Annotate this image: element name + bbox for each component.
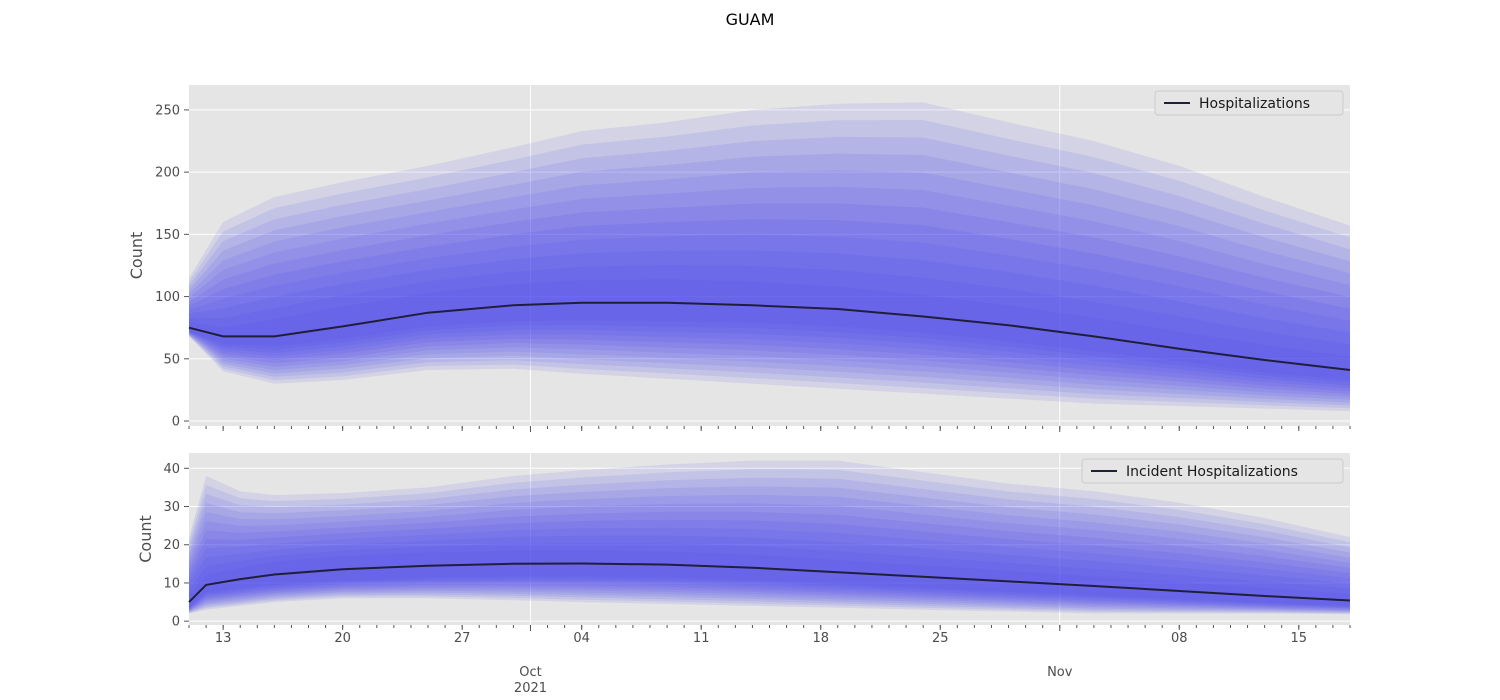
median-line [188,301,1351,371]
quantile-band [189,519,1350,610]
quantile-band [189,542,1350,609]
quantile-band [189,170,1350,400]
quantile-band [189,486,1350,612]
y-tick-label: 250 [155,103,180,118]
y-tick-label: 30 [163,500,180,515]
quantile-band [189,234,1350,389]
x-tick-label: 04 [573,631,590,646]
x-major-tick-label: Nov [1047,665,1073,680]
quantile-band [189,511,1350,611]
panel-2: 0 10 20 30 40 Count Incident Hospitalizations [136,453,1351,631]
quantile-band [189,186,1350,397]
x-tick-label: 13 [215,631,232,646]
plot-background [189,85,1350,426]
y-tick-label: 50 [163,352,180,367]
y-tick-label: 40 [163,462,180,477]
x-tick-label: 08 [1171,631,1188,646]
legend-label: Incident Hospitalizations [1126,464,1298,480]
x-tick-label: 20 [334,631,351,646]
y-axis-label: Count [136,515,155,563]
quantile-band [189,153,1350,403]
y-tick-label: 20 [163,538,180,553]
legend: Incident Hospitalizations [1081,458,1344,484]
x-tick-label: 15 [1291,631,1308,646]
quantile-band [189,460,1350,615]
quantile-band [189,136,1350,406]
quantile-band [189,477,1350,613]
legend-box [1154,90,1344,116]
quantile-band [189,279,1350,380]
x-major-tick-label: Oct [519,665,541,680]
legend-label: Hospitalizations [1199,96,1310,112]
quantile-band [189,535,1350,609]
y-tick-label: 0 [172,415,180,430]
y-tick-label: 150 [155,228,180,243]
x-tick-label: 18 [812,631,829,646]
x-tick-label: 25 [932,631,949,646]
y-tick-label: 0 [172,615,180,630]
quantile-band [189,494,1350,612]
panel-1: 0 50 100 150 200 250 Count Hospitalizations [127,85,1351,432]
y-tick-label: 10 [163,576,180,591]
legend-box [1081,458,1344,484]
y-tick-label: 100 [155,290,180,305]
chart-title: GUAM [726,10,775,29]
x-tick-label: 27 [454,631,471,646]
quantile-band [189,120,1350,409]
y-tick-label: 200 [155,166,180,181]
median-line [188,562,1351,603]
quantile-band [189,469,1350,614]
quantile-band [189,264,1350,383]
legend: Hospitalizations [1154,90,1344,116]
quantile-band [189,203,1350,395]
quantile-band [189,250,1350,386]
y-axis-label: Count [127,232,146,280]
x-tick-label: 11 [693,631,710,646]
quantile-band [189,102,1350,412]
x-year-label: 2021 [514,681,547,696]
